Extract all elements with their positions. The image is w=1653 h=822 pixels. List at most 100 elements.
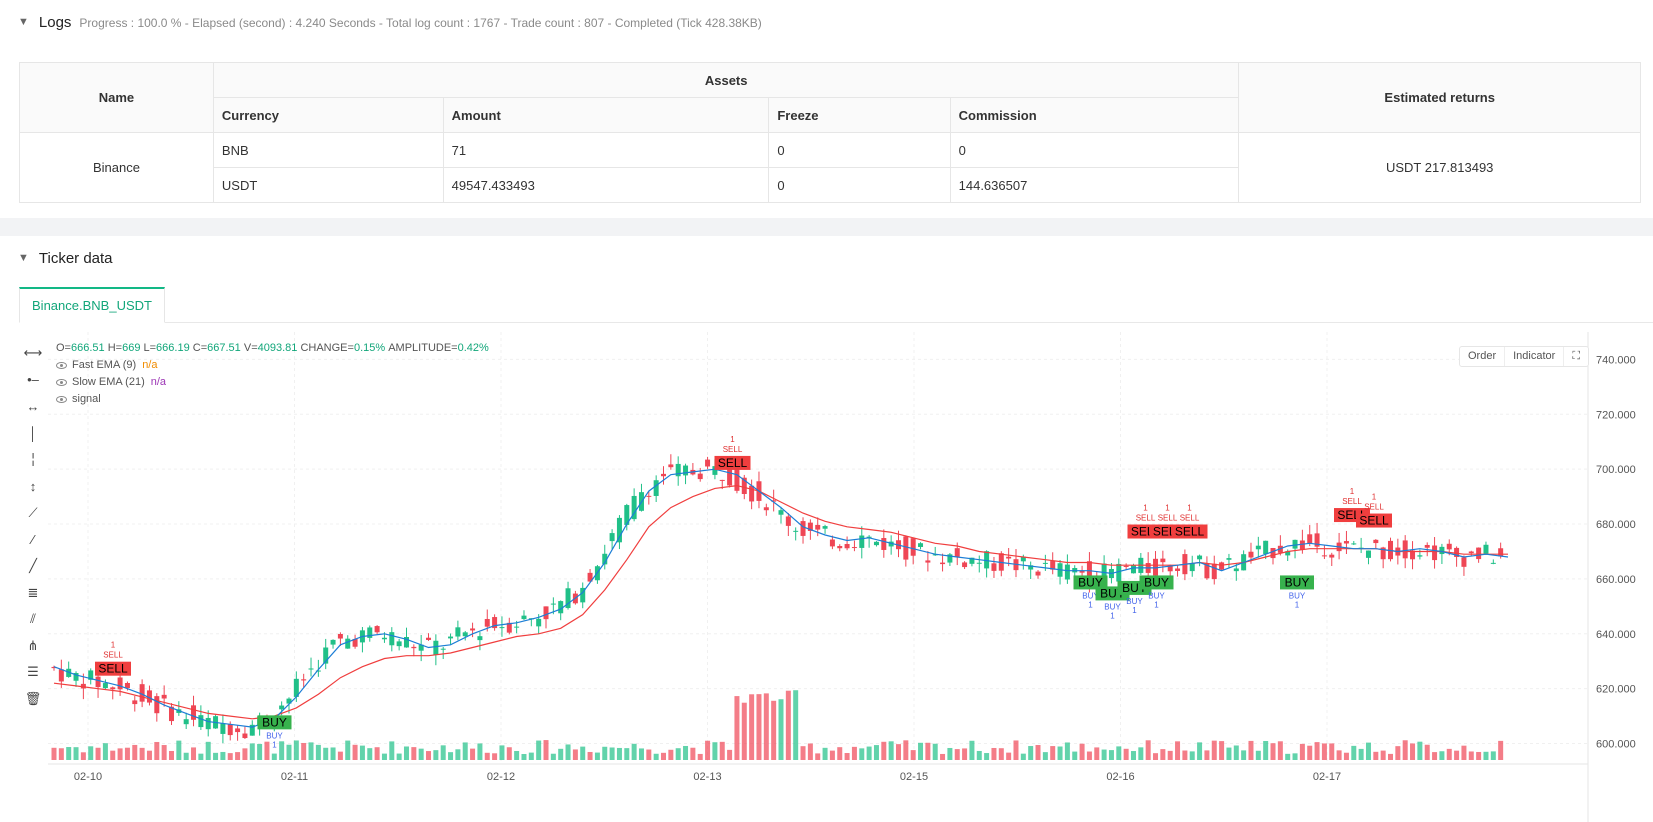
chart-legend: O= 666.51 H= 669 L= 666.19 C= 667.51 V= 4093.… (56, 340, 489, 408)
volume-bar (1013, 740, 1019, 760)
volume-bar (411, 747, 417, 760)
volume-bar (778, 699, 784, 760)
candle-body (117, 677, 123, 690)
candle-body (1079, 570, 1085, 573)
volume-bar (866, 746, 872, 760)
volume-bar (168, 750, 174, 760)
legend-signal[interactable]: signal (56, 391, 489, 408)
candle-body (1263, 540, 1269, 555)
volume-bar (315, 744, 321, 760)
volume-bar (543, 740, 549, 760)
volume-bar (528, 752, 534, 760)
candle-body (991, 563, 997, 571)
v-ray-icon[interactable]: ╎ (29, 451, 37, 467)
legend-slow-ema[interactable]: Slow EMA (21) n/a (56, 374, 489, 391)
volume-bar (448, 752, 454, 760)
h-ray-icon[interactable]: •– (27, 372, 39, 388)
buy-signal-text: BUY (1144, 575, 1169, 589)
candle-body (1461, 557, 1467, 567)
x-tick-label: 02-17 (1313, 771, 1341, 783)
price-range-icon[interactable]: ≣ (27, 584, 39, 600)
candle-body (191, 705, 197, 720)
slow-ema-line (53, 484, 1508, 720)
v-line-icon[interactable]: │ (28, 425, 38, 441)
v-segment-icon[interactable]: ↕ (29, 478, 37, 494)
eye-icon[interactable] (56, 362, 67, 369)
parallel-channel-icon[interactable]: ⫽ (30, 611, 36, 627)
trend-ray-icon[interactable]: ⁄ (31, 531, 35, 547)
candle-body (462, 632, 468, 637)
candlestick-chart[interactable]: 600.000 620.000 640.000 660.000 680.000 700.0… (0, 332, 1653, 822)
tab-bar: Binance.BNB_USDT (19, 287, 1653, 323)
candle-body (1454, 547, 1460, 557)
volume-bar (558, 748, 564, 760)
buy-signal-text: BUY (1078, 575, 1103, 589)
signal-qty: 1 (1187, 504, 1192, 513)
candle-body (1351, 543, 1357, 545)
candle-body (139, 684, 145, 702)
candle-body (484, 618, 490, 627)
commission-cell: 0 (949, 132, 1240, 168)
volume-bar (345, 740, 351, 760)
tab-bnb-usdt[interactable]: Binance.BNB_USDT (19, 287, 165, 323)
candle-body (301, 679, 307, 681)
h-line-icon[interactable]: ⟷ (23, 345, 43, 361)
indicator-button[interactable]: Indicator (1505, 347, 1565, 366)
logs-header[interactable]: ▼ Logs Progress : 100.0 % - Elapsed (sec… (18, 14, 762, 31)
chevron-down-icon[interactable]: ▼ (18, 16, 29, 28)
volume-bar (668, 749, 674, 760)
y-tick-label: 740.000 (1596, 354, 1636, 366)
chevron-down-icon[interactable]: ▼ (18, 252, 29, 264)
trend-line-icon[interactable]: ⟋ (28, 504, 38, 520)
col-assets-header: Assets (212, 62, 1240, 98)
volume-bar (1373, 751, 1379, 760)
eye-icon[interactable] (56, 396, 67, 403)
volume-bar (1490, 751, 1496, 760)
trash-icon[interactable]: 🗑 (24, 691, 42, 707)
candle-body (1343, 541, 1349, 544)
pitchfork-icon[interactable]: ⋔ (27, 637, 39, 653)
volume-bar (403, 746, 409, 760)
candle-body (161, 694, 167, 699)
volume-bar (631, 743, 637, 760)
signal-label-small: BUY (1104, 602, 1121, 611)
signal-qty: 1 (272, 740, 277, 749)
legend-fast-ema[interactable]: Fast EMA (9) n/a (56, 357, 489, 374)
table-row: Binance BNB 71 0 0 USDT 217.813493 (19, 132, 1641, 203)
x-tick-label: 02-11 (281, 771, 308, 783)
volume-bar (477, 743, 483, 760)
col-freeze-header: Freeze (768, 97, 951, 133)
ticker-header[interactable]: ▼ Ticker data (18, 250, 113, 267)
volume-bar (785, 690, 791, 760)
volume-bar (594, 752, 600, 760)
candle-body (734, 463, 740, 491)
candle-body (367, 627, 373, 638)
ticker-title: Ticker data (38, 250, 113, 267)
candle-body (1130, 565, 1136, 574)
candle-body (1006, 556, 1012, 559)
eye-icon[interactable] (56, 379, 67, 386)
volume-bar (1343, 752, 1349, 760)
trend-segment-icon[interactable]: ╱ (29, 558, 37, 574)
volume-bar (1329, 743, 1335, 760)
candle-body (1189, 562, 1195, 572)
volume-bar (1138, 747, 1144, 760)
fib-icon[interactable]: ☰ (27, 664, 39, 680)
candle-body (1490, 562, 1496, 564)
volume-bar (690, 747, 696, 760)
volume-bar (1101, 749, 1107, 760)
order-button[interactable]: Order (1460, 347, 1506, 366)
candle-body (1255, 545, 1261, 550)
volume-bar (337, 751, 343, 760)
signal-qty: 1 (1143, 504, 1148, 513)
volume-bar (205, 741, 211, 760)
signal-label-small: BUY (1126, 597, 1143, 606)
volume-bar (572, 749, 578, 760)
volume-bar (1255, 750, 1261, 760)
fullscreen-icon[interactable]: ⛶ (1572, 350, 1581, 362)
h-segment-icon[interactable]: ↔ (26, 398, 40, 414)
chart-area[interactable]: 600.000 620.000 640.000 660.000 680.000 700.0… (0, 332, 1653, 822)
volume-bar (396, 753, 402, 760)
volume-bar (587, 751, 593, 760)
candle-body (249, 724, 255, 736)
